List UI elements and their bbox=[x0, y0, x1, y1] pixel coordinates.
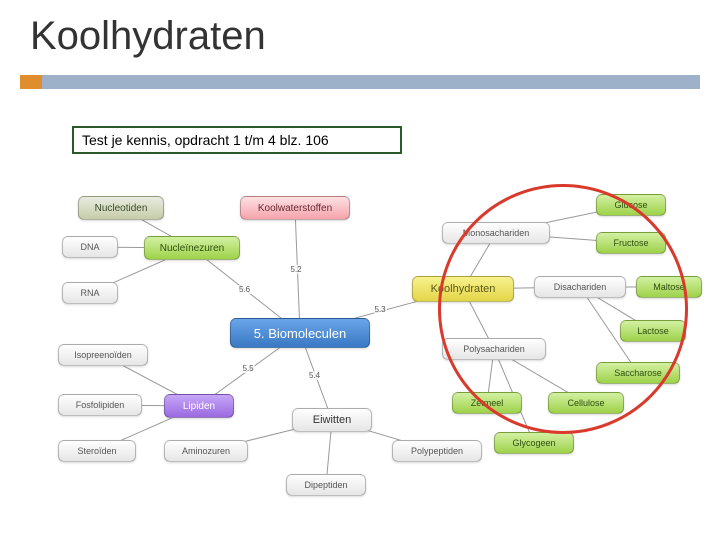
highlight-circle bbox=[438, 184, 688, 434]
node-eiwitten: Eiwitten bbox=[292, 408, 372, 432]
edge-label-biomoleculen-nucleinezuren: 5.6 bbox=[238, 285, 251, 294]
node-lipiden: Lipiden bbox=[164, 394, 234, 418]
node-aminozuren: Aminozuren bbox=[164, 440, 248, 462]
edge-label-biomoleculen-lipiden: 5.5 bbox=[242, 364, 255, 373]
edge-label-biomoleculen-koolhydraten: 5.3 bbox=[374, 305, 387, 314]
node-rna: RNA bbox=[62, 282, 118, 304]
node-glycogeen: Glycogeen bbox=[494, 432, 574, 454]
accent-orange-square bbox=[20, 75, 42, 89]
node-dna: DNA bbox=[62, 236, 118, 258]
node-fosfolipiden: Fosfolipiden bbox=[58, 394, 142, 416]
edge-label-biomoleculen-koolwaterstoffen: 5.2 bbox=[290, 265, 303, 274]
node-steroiden: Steroïden bbox=[58, 440, 136, 462]
node-dipeptiden: Dipeptiden bbox=[286, 474, 366, 496]
accent-bar bbox=[20, 75, 700, 89]
node-polypeptiden: Polypeptiden bbox=[392, 440, 482, 462]
node-nucleotiden: Nucleotiden bbox=[78, 196, 164, 220]
node-biomoleculen: 5. Biomoleculen bbox=[230, 318, 370, 348]
node-koolwaterstoffen: Koolwaterstoffen bbox=[240, 196, 350, 220]
node-isopreenoiden: Isopreenoïden bbox=[58, 344, 148, 366]
instruction-box: Test je kennis, opdracht 1 t/m 4 blz. 10… bbox=[72, 126, 402, 154]
instruction-text: Test je kennis, opdracht 1 t/m 4 blz. 10… bbox=[82, 132, 329, 148]
slide-title: Koolhydraten bbox=[30, 14, 266, 59]
edge-label-biomoleculen-eiwitten: 5.4 bbox=[308, 371, 321, 380]
node-nucleinezuren: Nucleïnezuren bbox=[144, 236, 240, 260]
